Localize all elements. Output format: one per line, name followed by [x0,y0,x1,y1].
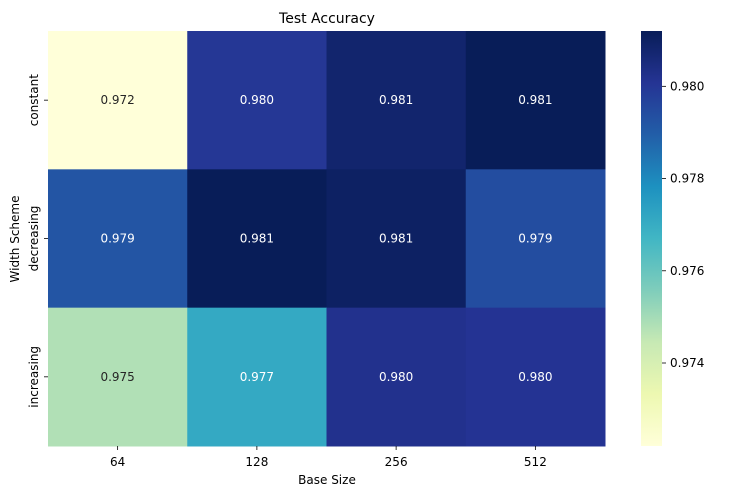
heatmap-cell [326,169,467,309]
colorbar-tick-label: 0.976 [670,264,704,278]
cell-value-label: 0.980 [518,370,552,384]
cell-value-label: 0.979 [518,231,552,245]
cell-value-label: 0.977 [240,370,274,384]
colorbar-tick-label: 0.980 [670,79,704,93]
heatmap-cell [465,31,606,170]
colorbar [641,31,662,446]
y-tick-label: constant [27,74,41,126]
cell-value-label: 0.981 [379,231,413,245]
x-tick-label: 128 [245,455,268,469]
cell-value-label: 0.981 [518,93,552,107]
colorbar-ticks: 0.974 0.976 0.978 0.980 [662,79,704,370]
y-tick-label: decreasing [27,206,41,272]
x-tick-label: 64 [110,455,125,469]
heatmap-cell [465,169,606,309]
y-axis-ticks: constant decreasing increasing [27,74,48,408]
heatmap-cell [48,31,188,170]
heatmap-cell [187,307,327,447]
colorbar-tick-label: 0.974 [670,356,704,370]
heatmap-cell [187,31,327,170]
heatmap-cell [465,307,606,447]
heatmap-cell [48,169,188,309]
cell-value-label: 0.981 [379,93,413,107]
cell-value-label: 0.979 [100,231,134,245]
x-axis-ticks: 64 128 256 512 [110,445,547,469]
x-axis-label: Base Size [298,473,356,487]
heatmap-cells: 0.972 0.980 0.981 0.981 0.979 0.981 0.981 0.979… [48,31,606,447]
cell-value-label: 0.981 [240,231,274,245]
y-tick-label: increasing [27,346,41,408]
colorbar-tick-label: 0.978 [670,172,704,186]
heatmap-cell [48,307,188,447]
x-tick-label: 256 [385,455,408,469]
cell-value-label: 0.980 [240,93,274,107]
heatmap-cell [187,169,327,309]
heatmap-cell [326,307,467,447]
x-tick-label: 512 [524,455,547,469]
cell-value-label: 0.972 [100,93,134,107]
heatmap-cell [326,31,467,170]
chart-title: Test Accuracy [278,11,375,27]
cell-value-label: 0.975 [100,370,134,384]
cell-value-label: 0.980 [379,370,413,384]
y-axis-label: Width Scheme [8,196,22,283]
